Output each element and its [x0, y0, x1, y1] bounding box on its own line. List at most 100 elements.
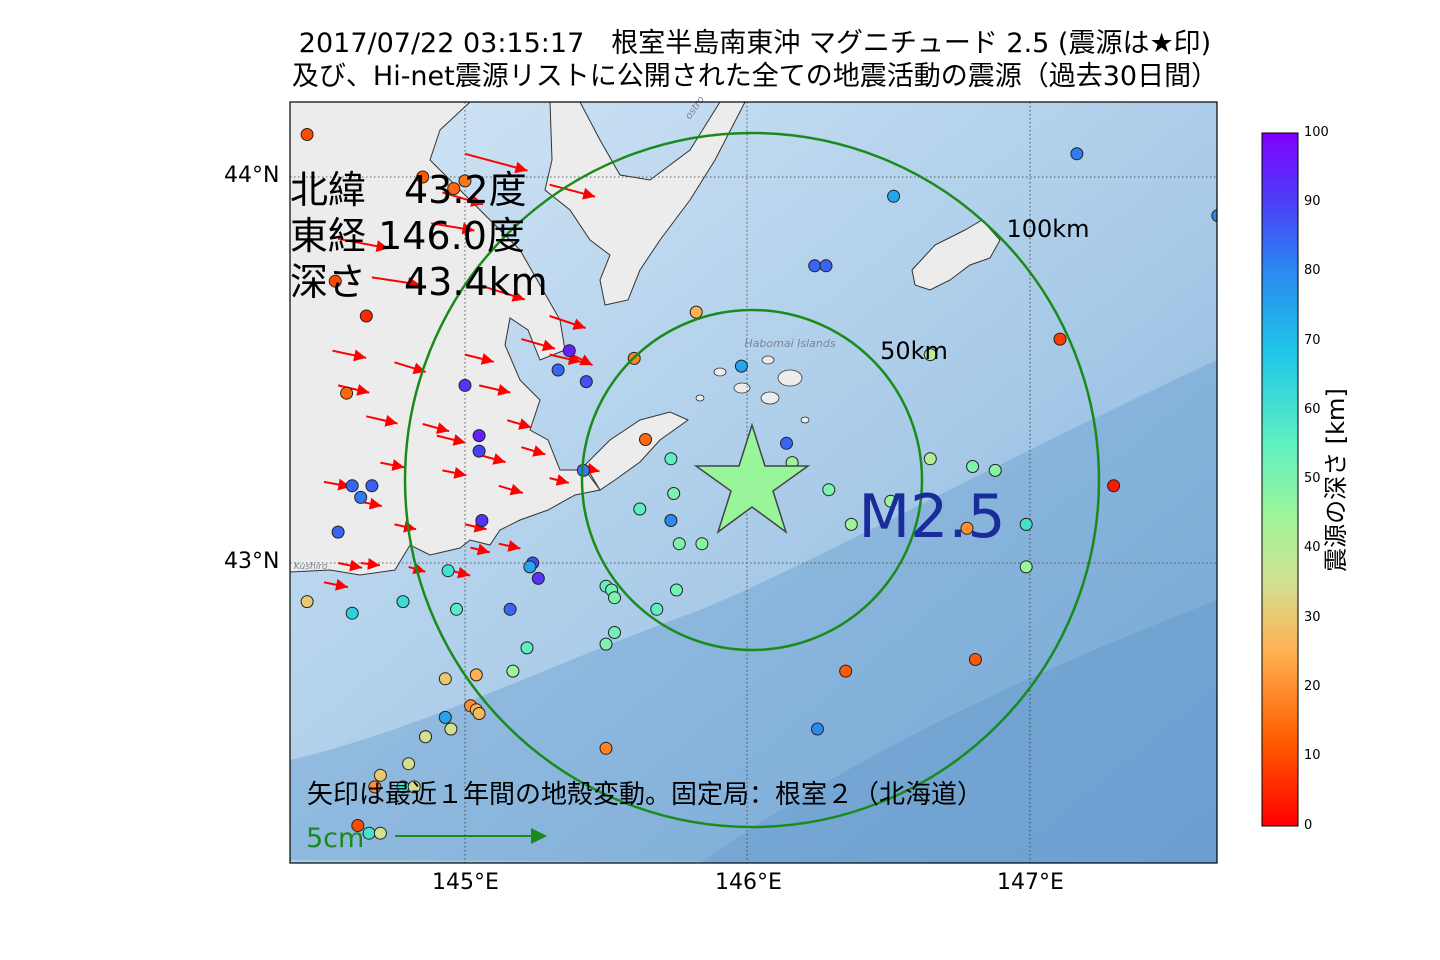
hypocenter-dot [340, 386, 354, 400]
info-latitude: 北緯 43.2度 [290, 168, 527, 212]
gps-vector-arrow [549, 315, 586, 330]
ring-100km [403, 131, 1101, 829]
gps-vector-arrow [394, 520, 417, 533]
hypocenter-dot [416, 170, 430, 184]
hypocenter-dot [407, 780, 421, 794]
hypocenter-dot [472, 707, 486, 720]
hypocenter-dot [839, 664, 853, 678]
hypocenter-dot [639, 433, 652, 446]
hypocenter-dot [345, 606, 359, 620]
gps-vector-arrow [521, 445, 546, 457]
hypocenter-dot [365, 479, 379, 493]
arrow-note: 矢印は最近１年間の地殻変動。固定局：根室２（北海道） [307, 780, 983, 810]
hypocenter-dot [328, 274, 342, 288]
hypocenter-dot [988, 463, 1002, 477]
gps-vector-arrow [521, 338, 556, 352]
hypocenter-dot [402, 757, 416, 771]
hypocenter-dot [523, 560, 537, 574]
hypocenter-dot [579, 375, 593, 389]
colorbar [1261, 132, 1299, 827]
hypocenter-dot [438, 710, 452, 724]
hypocenter-dot [331, 525, 345, 539]
hypocenter-dot [734, 359, 748, 373]
hypocenter-dot [599, 741, 613, 755]
plot-frame [289, 101, 1218, 864]
info-longitude: 東経 146.0度 [290, 214, 525, 258]
hypocenter-dot [968, 653, 982, 666]
gps-vector-arrow [337, 237, 389, 253]
hypocenter-dot [887, 189, 901, 203]
hypocenter-dot [689, 305, 703, 319]
hypocenter-dot [780, 436, 793, 450]
hypocenter-dot [811, 722, 824, 736]
gps-vector-arrow [549, 353, 582, 365]
hypocenter-dot [695, 537, 709, 551]
colorbar-tick-50: 50 [1304, 471, 1321, 486]
hypocenter-dot [608, 626, 621, 639]
hypocenter-dot [633, 502, 647, 516]
scale-label: 5cm [306, 823, 364, 854]
info-depth: 深さ 43.4km [290, 260, 548, 304]
hypocenter-dot [923, 452, 937, 466]
habomai-islands-label: Habomai Islands [744, 337, 835, 350]
hypocenter-dot [368, 780, 382, 794]
hypocenter-dot [1053, 332, 1067, 346]
gps-vector-arrow [549, 183, 596, 200]
hypocenter-dot [599, 637, 613, 651]
hypocenter-dot [359, 309, 373, 323]
gps-vector-arrow [442, 466, 467, 479]
hypocenter-dot [844, 517, 858, 531]
colorbar-tick-0: 0 [1304, 818, 1313, 833]
colorbar-tick-30: 30 [1304, 610, 1321, 625]
hypocenter-dot [884, 494, 898, 508]
colorbar-tick-40: 40 [1304, 540, 1321, 555]
hypocenter-dot [458, 378, 472, 392]
hypocenter-dot [441, 564, 455, 578]
colorbar-tick-20: 20 [1304, 679, 1321, 694]
hypocenter-dot [819, 259, 833, 273]
gps-vector-arrow [442, 191, 484, 207]
hypocenter-dot [438, 672, 452, 686]
colorbar-tick-100: 100 [1304, 125, 1329, 140]
gps-vector-arrow [478, 453, 506, 465]
gps-vector-arrow [371, 276, 421, 289]
ring-50km-label: 50km [880, 337, 948, 365]
hypocenter-dot [608, 591, 621, 605]
gps-vector-arrow [366, 414, 398, 427]
colorbar-tick-70: 70 [1304, 333, 1321, 348]
colorbar-label: 震源の深さ [km] [1322, 388, 1350, 572]
gps-vector-arrow [498, 483, 524, 496]
hypocenter-dot [396, 595, 410, 609]
gps-vector-arrow [323, 578, 349, 591]
hypocenter-dot [1070, 147, 1084, 161]
gps-vector-arrow [422, 422, 450, 434]
hypocenter-dot [472, 429, 486, 443]
gps-vector-arrow [464, 152, 528, 174]
hypocenter-dot [445, 928, 457, 940]
gps-vector-arrow [436, 434, 466, 446]
hypocenter-dot [391, 866, 403, 878]
hypocenter-dot [351, 819, 365, 832]
hypocenter-dot [562, 344, 576, 358]
epicenter-star [693, 422, 811, 534]
gps-vector-arrow [337, 384, 370, 396]
gps-vector-arrow [464, 520, 487, 533]
hypocenter-dot [403, 885, 415, 897]
hypocenter-dot [650, 602, 664, 616]
hypocenter-dot [1211, 209, 1217, 223]
gps-vectors [323, 152, 600, 591]
hypocenter-dot [1019, 517, 1033, 531]
hypocenter-dot [1019, 560, 1033, 574]
hypocenter-dot [664, 452, 678, 466]
hypocenter-dot [354, 490, 368, 504]
hypocenter-dot [1107, 479, 1121, 493]
hypocenter-dot [506, 664, 520, 678]
hypocenter-dot [419, 730, 432, 744]
land-shikotan [911, 219, 1001, 291]
magnitude-label: M2.5 [858, 482, 1005, 552]
land-nemuro-peninsula [584, 411, 690, 491]
gps-vector-arrow [478, 384, 511, 396]
hypocenter-dot [362, 826, 376, 840]
colorbar-tick-60: 60 [1304, 402, 1321, 417]
